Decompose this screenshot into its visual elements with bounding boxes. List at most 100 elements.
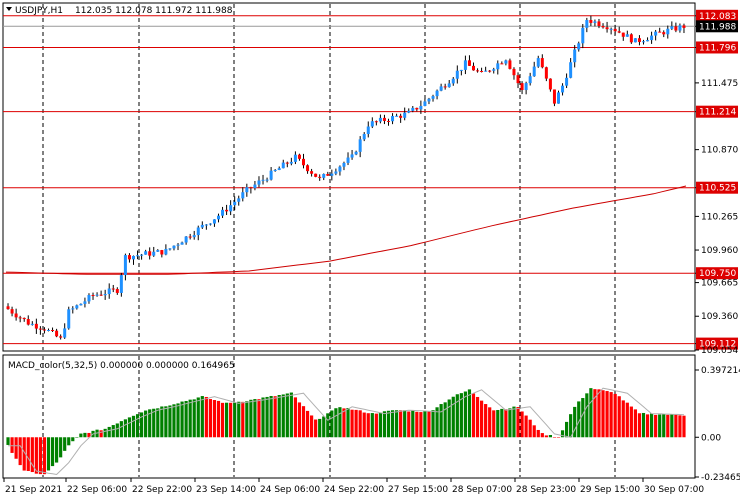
candle-body (569, 62, 573, 78)
candle-body (314, 173, 318, 177)
candle-body (208, 223, 212, 225)
macd-bar (354, 409, 358, 438)
candles (6, 15, 686, 340)
macd-bar (330, 410, 334, 438)
candle-body (366, 126, 370, 135)
macd-bar (257, 399, 261, 438)
macd-bar (301, 406, 306, 438)
time-label: 29 Sep 15:00 (580, 485, 640, 495)
candle-body (310, 171, 314, 174)
candle-body (439, 86, 443, 91)
candle-body (306, 165, 310, 172)
candle-body (480, 70, 484, 72)
candle-body (391, 116, 395, 122)
candle-body (281, 162, 285, 169)
candle-body (435, 90, 439, 97)
price-label: 111.475 (701, 79, 738, 89)
macd-bar (83, 432, 87, 438)
macd-bar (107, 426, 111, 438)
ohlc-values: 112.035 112.078 111.972 111.988 (75, 6, 233, 16)
macd-bar (326, 413, 330, 438)
macd-bar (111, 425, 115, 438)
candle-body (472, 65, 475, 71)
candle-body (629, 34, 633, 43)
dropdown-triangle-icon[interactable] (6, 7, 12, 11)
macd-axis[interactable]: 0.397214 0.00 -0.23465 (695, 366, 740, 483)
macd-bar (26, 437, 30, 471)
macd-bar (674, 414, 678, 438)
candle-body (160, 250, 164, 255)
macd-bar (629, 406, 633, 438)
macd-bar (544, 435, 548, 438)
price-label: 111.796 (699, 43, 736, 53)
macd-bar (148, 409, 152, 438)
price-tag-level (696, 181, 738, 194)
macd-bar (249, 399, 253, 438)
macd-bar (662, 414, 666, 438)
candle-body (451, 78, 455, 84)
candle-body (613, 28, 617, 32)
macd-bar (516, 407, 520, 438)
macd-bar (378, 413, 383, 438)
macd-bar (589, 388, 593, 438)
macd-bar (30, 437, 34, 473)
candle-body (168, 248, 172, 250)
macd-bar (666, 414, 670, 438)
macd-pane-frame (2, 354, 696, 479)
macd-bar (285, 393, 289, 438)
macd-bar (552, 437, 557, 438)
candle-body (83, 301, 87, 304)
macd-bar (455, 394, 459, 438)
macd-axis-label: -0.23465 (701, 473, 740, 483)
time-label: 22 Sep 22:00 (132, 485, 192, 495)
price-label: 110.525 (699, 184, 736, 194)
macd-bar (54, 437, 59, 463)
time-axis[interactable]: 21 Sep 2021 22 Sep 06:00 22 Sep 22:00 23 Se… (3, 478, 704, 495)
candle-body (504, 60, 508, 64)
candle-body (140, 254, 144, 256)
macd-bar (71, 437, 75, 442)
candle-body (467, 60, 471, 66)
macd-bar (682, 415, 686, 438)
macd-bar (63, 437, 67, 451)
macd-bar (427, 411, 431, 438)
candle-body (605, 27, 609, 30)
macd-bar (46, 437, 51, 471)
macd-bar (115, 423, 119, 438)
macd-bar (496, 409, 500, 438)
candle-body (172, 245, 176, 249)
macd-bar (245, 401, 249, 438)
macd-bar (176, 403, 180, 438)
candle-body (557, 92, 560, 104)
candle-body (156, 250, 160, 252)
candle-body (176, 244, 180, 246)
macd-bar (160, 406, 164, 438)
macd-bar (548, 435, 553, 438)
candle-body (561, 85, 565, 93)
macd-bar (318, 418, 322, 438)
price-label: 109.112 (699, 340, 736, 350)
macd-bar (192, 399, 196, 438)
candle-body (136, 255, 140, 257)
macd-bar (654, 414, 658, 438)
price-label: 111.214 (699, 108, 736, 118)
candle-body (625, 34, 629, 37)
candle-body (107, 288, 111, 295)
candle-body (403, 112, 407, 118)
price-label: 109.665 (701, 279, 738, 289)
candle-body (496, 63, 500, 70)
macd-bar (18, 437, 22, 466)
candle-body (654, 31, 658, 36)
moving-average (5, 185, 687, 275)
candle-body (144, 251, 148, 255)
macd-bar (645, 414, 650, 438)
macd-bar (200, 396, 204, 438)
candle-body (552, 89, 556, 104)
candle-body (431, 96, 435, 99)
candle-body (241, 192, 245, 199)
macd-bar (386, 410, 391, 438)
macd-bar (556, 437, 561, 438)
candle-body (132, 255, 135, 260)
